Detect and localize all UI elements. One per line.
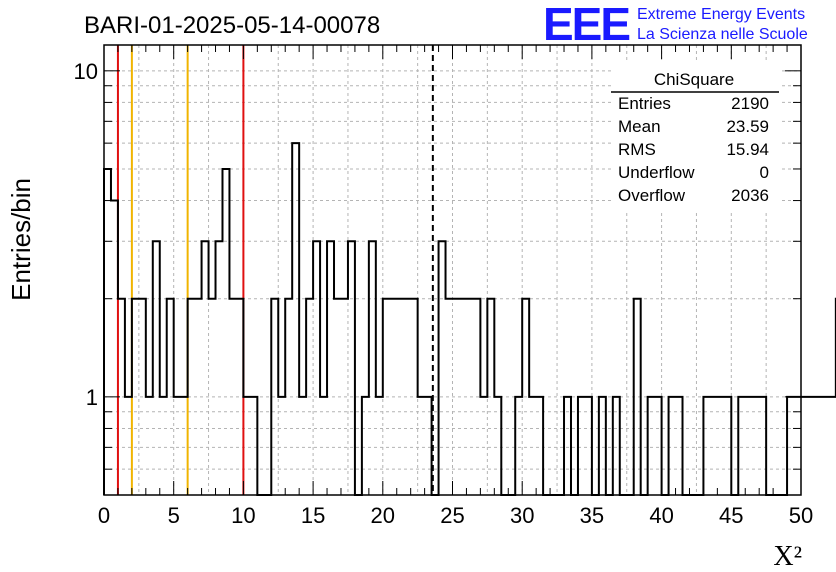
stats-label: RMS <box>618 140 656 159</box>
stats-value: 15.94 <box>726 140 769 159</box>
axis-ticks <box>103 45 802 495</box>
x-tick-label: 50 <box>789 503 813 528</box>
eee-logo-line2: La Scienza nelle Scuole <box>637 26 808 43</box>
x-tick-label: 5 <box>168 503 180 528</box>
stats-label: Mean <box>618 117 661 136</box>
stats-label: Underflow <box>618 163 695 182</box>
x-tick-label: 30 <box>510 503 534 528</box>
x-tick-label: 45 <box>719 503 743 528</box>
x-axis-label: X² <box>773 541 802 572</box>
stats-box: ChiSquare Entries 2190 Mean 23.59 RMS 15.94 Un… <box>611 62 779 212</box>
y-tick-label: 1 <box>86 385 98 410</box>
x-tick-label: 25 <box>440 503 464 528</box>
stats-value: 2036 <box>731 186 769 205</box>
x-tick-labels: 0 5 10 15 20 25 30 35 40 45 50 <box>98 503 813 528</box>
y-tick-label: 10 <box>74 59 98 84</box>
histogram-series <box>103 142 836 496</box>
x-tick-label: 40 <box>649 503 673 528</box>
x-tick-label: 35 <box>580 503 604 528</box>
eee-logo-mark: EEE <box>543 0 629 50</box>
stats-title: ChiSquare <box>654 70 734 89</box>
y-tick-labels: 1 10 <box>74 59 98 410</box>
x-tick-label: 20 <box>371 503 395 528</box>
chart-title: BARI-01-2025-05-14-00078 <box>84 12 380 39</box>
eee-logo-line1: Extreme Energy Events <box>637 6 805 23</box>
stats-value: 2190 <box>731 94 769 113</box>
stats-value: 0 <box>760 163 769 182</box>
x-tick-label: 0 <box>98 503 110 528</box>
stats-value: 23.59 <box>726 117 769 136</box>
x-tick-label: 10 <box>231 503 255 528</box>
stats-label: Entries <box>618 94 671 113</box>
eee-logo: EEE Extreme Energy Events La Scienza nel… <box>543 0 808 50</box>
stats-label: Overflow <box>618 186 686 205</box>
stats-box-background <box>611 62 779 212</box>
y-axis-label: Entries/bin <box>6 178 36 301</box>
x-tick-label: 15 <box>301 503 325 528</box>
